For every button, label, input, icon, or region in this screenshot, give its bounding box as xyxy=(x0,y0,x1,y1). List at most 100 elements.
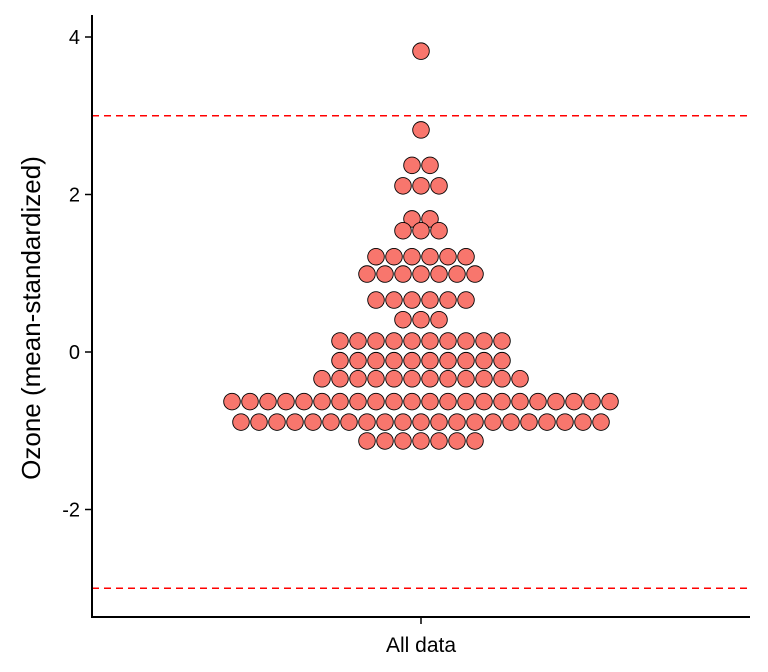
data-point xyxy=(583,392,601,411)
data-point xyxy=(439,332,457,350)
data-point xyxy=(421,392,439,411)
data-point xyxy=(412,265,430,283)
data-point xyxy=(466,432,484,450)
data-point xyxy=(403,351,421,370)
data-point xyxy=(403,156,421,175)
data-point xyxy=(385,291,403,309)
data-point xyxy=(250,413,268,431)
data-point xyxy=(349,332,367,350)
data-point xyxy=(358,432,376,450)
data-point xyxy=(376,413,394,431)
data-point xyxy=(367,392,385,411)
data-point xyxy=(475,351,493,370)
data-point xyxy=(457,332,475,350)
data-point xyxy=(430,265,448,283)
data-point xyxy=(565,392,583,411)
data-point xyxy=(259,392,277,411)
data-point xyxy=(439,351,457,370)
data-point xyxy=(223,392,241,411)
data-point xyxy=(331,370,349,388)
data-point xyxy=(457,247,475,266)
data-point xyxy=(403,247,421,266)
data-point xyxy=(430,310,448,329)
data-point xyxy=(385,392,403,411)
data-point xyxy=(493,351,511,370)
data-point xyxy=(403,392,421,411)
data-point xyxy=(412,42,430,60)
data-point xyxy=(466,413,484,431)
data-point xyxy=(457,370,475,388)
data-point xyxy=(574,413,592,431)
data-point xyxy=(331,351,349,370)
data-point xyxy=(367,291,385,309)
data-point xyxy=(439,392,457,411)
y-tick-label: 4 xyxy=(69,27,80,49)
data-point xyxy=(286,413,304,431)
data-point xyxy=(358,413,376,431)
data-point xyxy=(412,310,430,329)
data-point xyxy=(367,332,385,350)
y-tick-label: -2 xyxy=(62,500,80,522)
data-point xyxy=(538,413,556,431)
data-point xyxy=(385,247,403,266)
data-point xyxy=(403,291,421,309)
data-point xyxy=(295,392,313,411)
data-point xyxy=(358,265,376,283)
data-point xyxy=(529,392,547,411)
data-point xyxy=(421,210,439,228)
data-point xyxy=(430,432,448,450)
data-point xyxy=(304,413,322,431)
y-tick-label: 0 xyxy=(69,342,80,364)
data-point xyxy=(466,265,484,283)
data-point xyxy=(277,392,295,411)
data-point xyxy=(511,392,529,411)
data-point xyxy=(493,370,511,388)
data-point xyxy=(475,332,493,350)
data-point xyxy=(421,156,439,175)
data-point xyxy=(511,370,529,388)
data-point xyxy=(439,291,457,309)
y-axis-label: Ozone (mean-standardized) xyxy=(16,156,46,480)
data-point xyxy=(376,265,394,283)
data-point xyxy=(385,370,403,388)
data-point xyxy=(421,291,439,309)
data-point xyxy=(592,413,610,431)
y-tick-label: 2 xyxy=(69,185,80,207)
data-point xyxy=(331,332,349,350)
data-point xyxy=(412,177,430,195)
data-point xyxy=(394,413,412,431)
data-point xyxy=(394,177,412,195)
data-point xyxy=(421,247,439,266)
data-point xyxy=(421,370,439,388)
data-point xyxy=(448,432,466,450)
data-point xyxy=(484,413,502,431)
data-point xyxy=(331,392,349,411)
data-point xyxy=(421,351,439,370)
data-point xyxy=(439,247,457,266)
data-point xyxy=(430,177,448,195)
data-point xyxy=(349,392,367,411)
data-point xyxy=(385,332,403,350)
data-point xyxy=(448,265,466,283)
data-point xyxy=(421,332,439,350)
data-point xyxy=(475,392,493,411)
data-point xyxy=(448,413,466,431)
data-point xyxy=(403,332,421,350)
data-point xyxy=(475,370,493,388)
data-point xyxy=(367,351,385,370)
data-point xyxy=(502,413,520,431)
data-point xyxy=(493,392,511,411)
data-point xyxy=(412,413,430,431)
data-point xyxy=(349,370,367,388)
data-point xyxy=(349,351,367,370)
data-point xyxy=(376,432,394,450)
data-point xyxy=(394,265,412,283)
data-point xyxy=(268,413,286,431)
data-point xyxy=(313,370,331,388)
data-point xyxy=(520,413,538,431)
data-point xyxy=(547,392,565,411)
data-point xyxy=(457,351,475,370)
data-point xyxy=(412,432,430,450)
data-point xyxy=(457,392,475,411)
